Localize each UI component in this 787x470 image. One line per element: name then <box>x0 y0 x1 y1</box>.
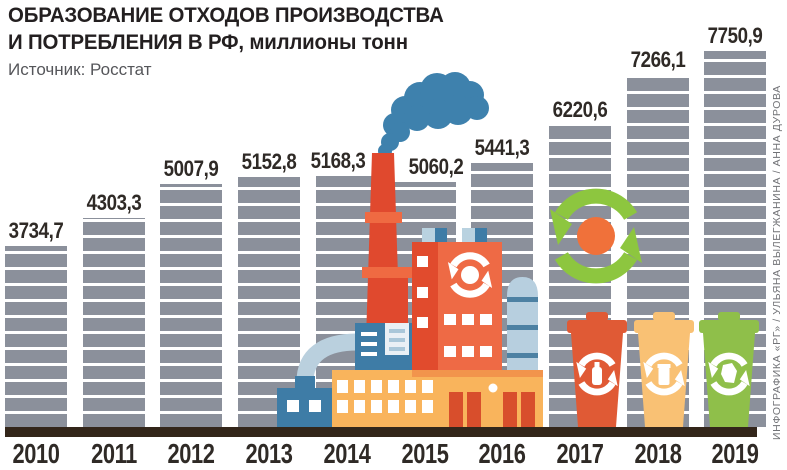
can-glyph-icon <box>657 364 671 385</box>
bar-2012 <box>160 184 223 427</box>
recycling-arrows-icon <box>538 178 654 294</box>
year-label-2013: 2013 <box>245 438 293 469</box>
yellow-building-icon <box>332 370 543 427</box>
value-label-2013: 5152,8 <box>241 149 297 174</box>
pipe-icon <box>277 333 358 427</box>
value-label-2014: 5168,3 <box>310 148 366 173</box>
bar-2010 <box>5 246 67 427</box>
year-label-2011: 2011 <box>90 438 137 469</box>
axis-baseline <box>5 427 757 437</box>
value-label-2016: 5441,3 <box>474 135 530 160</box>
year-label-2015: 2015 <box>400 438 449 469</box>
recycle-center-dot <box>577 217 615 255</box>
bar-2013 <box>238 177 301 427</box>
title-line-2: И ПОТРЕБЛЕНИЯ В РФ, миллионы тонн <box>8 30 408 54</box>
value-label-2019: 7750,9 <box>707 23 763 48</box>
value-label-2012: 5007,9 <box>164 156 219 181</box>
smoke-cloud-icon <box>378 72 489 158</box>
waste-bin-green-icon <box>699 312 759 427</box>
year-label-2016: 2016 <box>478 438 526 469</box>
paper-glyph-icon <box>721 363 737 383</box>
waste-bin-yellow-icon <box>634 312 694 427</box>
year-label-2018: 2018 <box>634 438 682 469</box>
year-label-2010: 2010 <box>12 438 60 469</box>
value-label-2015: 5060,2 <box>408 154 463 179</box>
recycle-emblem-icon <box>448 256 492 294</box>
credit-byline: ИНФОГРАФИКА «РГ» / УЛЬЯНА ВЫЛЕГЖАНИНА / … <box>771 85 783 440</box>
source-label: Источник: Росстат <box>8 60 152 79</box>
value-label-2018: 7266,1 <box>630 47 685 72</box>
page-title: ОБРАЗОВАНИЕ ОТХОДОВ ПРОИЗВОДСТВА И ПОТРЕ… <box>8 2 444 56</box>
red-building-icon <box>412 228 502 370</box>
year-label-2014: 2014 <box>323 438 371 469</box>
silo-icon <box>507 277 538 370</box>
waste-bins-illustration <box>567 312 759 427</box>
blue-building-icon <box>355 323 413 370</box>
year-label-2017: 2017 <box>556 438 604 469</box>
bar-2011 <box>82 218 145 427</box>
bottle-glyph-icon <box>592 362 602 385</box>
title-line-1: ОБРАЗОВАНИЕ ОТХОДОВ ПРОИЗВОДСТВА <box>8 3 444 27</box>
waste-bin-red-icon <box>567 312 627 427</box>
value-label-2011: 4303,3 <box>86 190 142 215</box>
year-label-2019: 2019 <box>711 438 759 469</box>
factory-illustration <box>277 72 543 427</box>
year-label-2012: 2012 <box>167 438 215 469</box>
value-label-2010: 3734,7 <box>8 218 64 243</box>
value-label-2017: 6220,6 <box>552 97 608 122</box>
